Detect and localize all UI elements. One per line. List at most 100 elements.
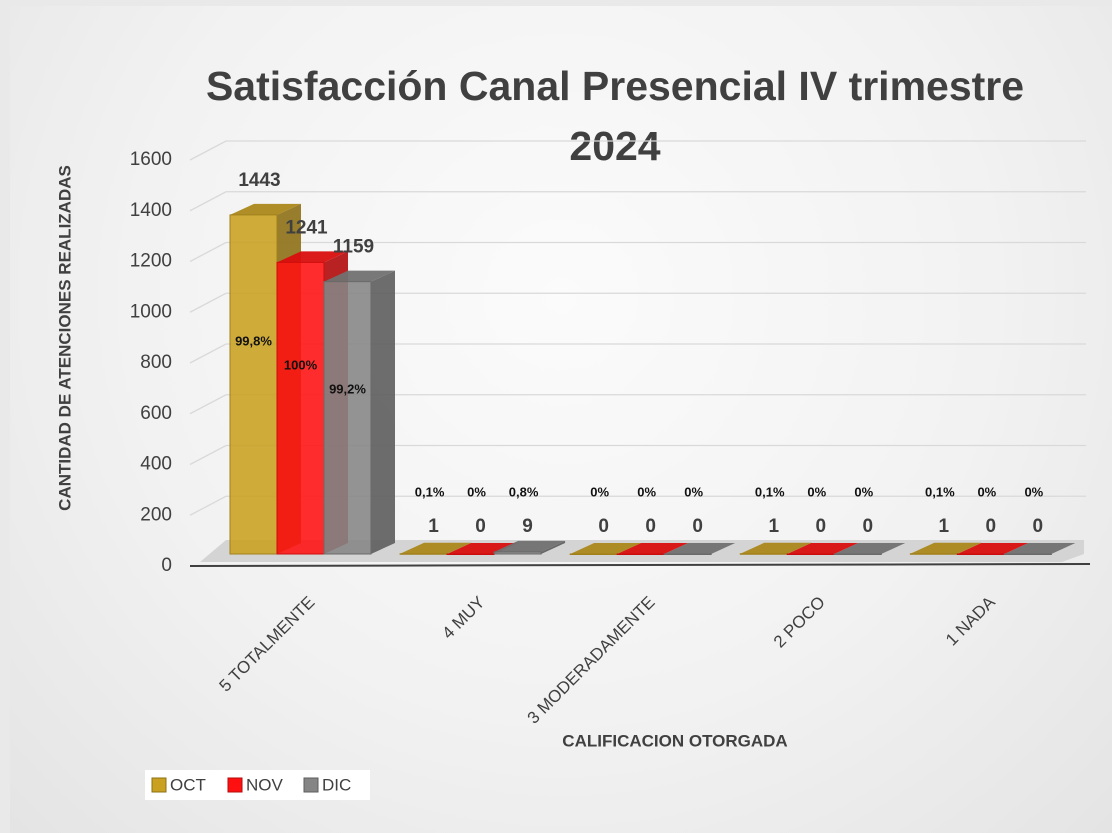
bar-top <box>740 542 812 554</box>
percent-label: 0% <box>684 484 703 499</box>
percent-label: 0,1% <box>415 484 445 499</box>
legend-label: NOV <box>246 775 284 794</box>
grid-line <box>189 343 1086 364</box>
percent-label: 0,1% <box>925 484 955 499</box>
y-tick-label: 600 <box>140 403 172 424</box>
grid-line <box>189 292 1086 313</box>
y-tick-label: 0 <box>161 555 172 576</box>
x-tick-label: 3 MODERADAMENTE <box>524 593 659 728</box>
bar-top <box>1004 543 1076 554</box>
percent-label: 99,2% <box>329 381 366 396</box>
bar-top <box>834 543 906 554</box>
bar-front <box>786 553 835 555</box>
bar-top <box>447 543 519 554</box>
grid-line <box>189 241 1086 263</box>
bar <box>493 540 566 555</box>
bar-side <box>787 542 812 554</box>
grid-line <box>189 495 1086 516</box>
bar-top <box>324 270 395 282</box>
bar-top <box>494 540 566 552</box>
value-label: 0 <box>862 516 873 537</box>
bar-side <box>371 270 395 554</box>
bar-top <box>570 543 642 554</box>
x-tick-label: 1 NADA <box>942 592 999 649</box>
legend-swatch <box>227 777 243 793</box>
bar <box>1003 543 1076 555</box>
percent-label: 0,8% <box>509 484 539 499</box>
legend-box <box>145 770 370 800</box>
value-label: 0 <box>1033 516 1044 537</box>
bar-top <box>277 251 348 263</box>
y-tick-label: 1600 <box>130 149 172 170</box>
y-axis-label: CANTIDAD DE ATENCIONES REALIZADAS <box>55 165 74 511</box>
bar-front <box>399 553 448 555</box>
bar-front <box>493 551 542 555</box>
value-label: 1 <box>768 516 779 537</box>
percent-label: 0% <box>977 484 996 499</box>
value-label: 0 <box>815 516 826 537</box>
legend-label: DIC <box>322 775 351 794</box>
bar-front <box>739 553 788 555</box>
grid-line <box>189 191 1086 212</box>
x-tick-label: 5 TOTALMENTE <box>216 593 319 696</box>
bar-top <box>664 543 736 554</box>
value-label: 1 <box>939 516 950 537</box>
x-tick-label: 2 POCO <box>770 593 829 652</box>
x-axis-line <box>189 563 1091 567</box>
value-label: 0 <box>692 516 703 537</box>
bar-front <box>229 214 278 555</box>
bar-front <box>1003 553 1052 555</box>
bar-front <box>569 553 618 555</box>
value-label: 1159 <box>333 237 374 258</box>
bar-front <box>616 553 665 555</box>
percent-label: 99,8% <box>235 333 272 348</box>
bar <box>833 543 906 555</box>
bar-side <box>957 542 982 554</box>
value-label: 1241 <box>285 217 328 238</box>
legend-swatch <box>151 777 167 793</box>
y-tick-label: 1200 <box>130 251 172 272</box>
x-axis-label: CALIFICACION OTORGADA <box>562 731 787 750</box>
bar-front <box>833 553 882 555</box>
percent-label: 0% <box>1024 484 1043 499</box>
bar-top <box>230 203 301 215</box>
value-label: 0 <box>598 516 609 537</box>
bar-top <box>910 542 982 554</box>
bar-front <box>276 261 325 555</box>
bar-top <box>617 543 689 554</box>
y-tick-label: 800 <box>140 352 172 373</box>
bar-side <box>447 542 472 554</box>
chart-background <box>10 6 1112 833</box>
value-label: 1443 <box>238 170 280 191</box>
bar-top <box>787 543 859 554</box>
percent-label: 0,1% <box>755 484 785 499</box>
value-label: 0 <box>475 516 486 537</box>
percent-label: 0% <box>854 484 873 499</box>
percent-label: 0% <box>637 484 656 499</box>
bar <box>909 542 982 555</box>
value-label: 9 <box>522 516 533 537</box>
value-label: 1 <box>428 516 439 537</box>
value-label: 0 <box>645 516 656 537</box>
chart-title: Satisfacción Canal Presencial IV trimest… <box>205 63 1025 169</box>
bar-front <box>956 553 1005 555</box>
y-tick-label: 1000 <box>130 301 172 322</box>
bar-front <box>909 553 958 555</box>
legend-swatch <box>303 777 319 793</box>
percent-label: 0% <box>590 484 609 499</box>
legend-label: OCT <box>170 775 206 794</box>
percent-label: 0% <box>807 484 826 499</box>
y-tick-label: 200 <box>140 504 172 525</box>
x-tick-label: 4 MUY <box>438 593 488 643</box>
percent-label: 100% <box>284 357 318 372</box>
bar-top <box>957 543 1029 554</box>
value-label: 0 <box>986 516 997 537</box>
bar <box>323 270 395 555</box>
grid-line <box>189 140 1086 161</box>
bar-front <box>323 281 372 555</box>
bar-front <box>446 553 495 555</box>
y-tick-label: 1400 <box>130 200 172 221</box>
bar-top <box>400 542 472 554</box>
grid-line <box>189 394 1086 415</box>
